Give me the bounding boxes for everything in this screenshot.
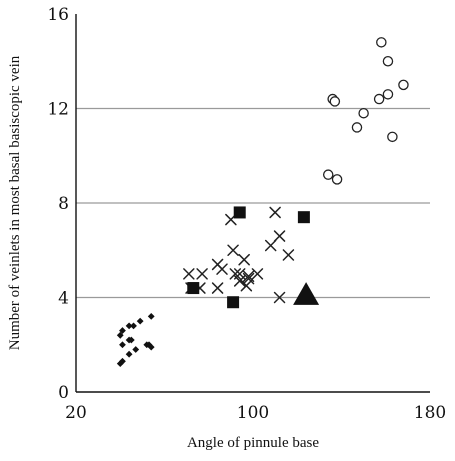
point-cross-19 bbox=[282, 249, 295, 261]
point-circle-7 bbox=[373, 93, 385, 105]
point-circle-4 bbox=[351, 122, 363, 133]
y-tick-labels: 0 4 8 12 16 bbox=[47, 5, 69, 403]
point-diamond-4 bbox=[125, 322, 133, 330]
y-axis-title: Number of veinlets in most basal basisco… bbox=[7, 55, 23, 350]
point-circle-1 bbox=[331, 174, 343, 185]
point-cross-16 bbox=[269, 206, 281, 219]
point-diamond-10 bbox=[127, 336, 135, 344]
point-circle-3 bbox=[329, 96, 341, 107]
point-cross-8 bbox=[227, 244, 239, 256]
x-tick-labels: 20 100 180 bbox=[65, 403, 446, 423]
point-diamond-1 bbox=[119, 357, 126, 365]
point-diamond-15 bbox=[147, 343, 155, 351]
point-diamond-7 bbox=[147, 313, 155, 320]
point-cross-0 bbox=[183, 268, 195, 280]
y-tick-label-12: 12 bbox=[47, 100, 69, 120]
point-diamond-14 bbox=[145, 341, 153, 349]
point-circle-0 bbox=[322, 169, 334, 180]
x-tick-label-100: 100 bbox=[237, 403, 269, 423]
point-circle-11 bbox=[398, 79, 409, 91]
point-cross-13 bbox=[242, 270, 255, 282]
point-diamond-11 bbox=[132, 346, 140, 353]
point-diamond-5 bbox=[130, 322, 137, 330]
point-cross-6 bbox=[211, 282, 224, 294]
point-cross-12 bbox=[238, 253, 250, 266]
point-cross-1 bbox=[196, 268, 208, 280]
axes bbox=[75, 14, 430, 393]
point-diamond-6 bbox=[136, 317, 144, 325]
point-cross-5 bbox=[216, 263, 228, 275]
point-square-2 bbox=[233, 206, 246, 219]
x-tick-label-180: 180 bbox=[414, 403, 446, 423]
point-circle-5 bbox=[358, 107, 369, 119]
point-square-3 bbox=[297, 211, 310, 224]
point-circle-10 bbox=[387, 131, 398, 143]
x-axis-title: Angle of pinnule base bbox=[187, 435, 319, 451]
data-points bbox=[116, 37, 409, 368]
point-cross-14 bbox=[240, 279, 253, 292]
point-cross-20 bbox=[273, 291, 286, 304]
y-tick-label-4: 4 bbox=[58, 289, 69, 309]
point-diamond-3 bbox=[119, 327, 126, 334]
y-tick-label-0: 0 bbox=[58, 383, 69, 403]
point-cross-18 bbox=[273, 230, 286, 242]
point-circle-8 bbox=[382, 89, 394, 100]
point-cross-11 bbox=[233, 275, 246, 287]
point-circle-9 bbox=[382, 56, 394, 67]
point-cross-9 bbox=[229, 268, 242, 280]
point-square-1 bbox=[227, 296, 240, 309]
y-tick-label-8: 8 bbox=[58, 194, 69, 214]
point-circle-6 bbox=[376, 37, 387, 48]
x-tick-label-20: 20 bbox=[65, 403, 87, 423]
point-diamond-2 bbox=[116, 331, 124, 339]
point-cross-21 bbox=[251, 268, 264, 280]
point-diamond-8 bbox=[119, 341, 126, 349]
gridlines bbox=[76, 107, 430, 299]
point-diamond-12 bbox=[125, 350, 133, 358]
point-square-0 bbox=[187, 282, 200, 295]
point-cross-17 bbox=[264, 239, 277, 252]
y-tick-label-16: 16 bbox=[47, 5, 69, 25]
point-triangle-0 bbox=[293, 282, 320, 305]
point-cross-15 bbox=[242, 272, 255, 285]
